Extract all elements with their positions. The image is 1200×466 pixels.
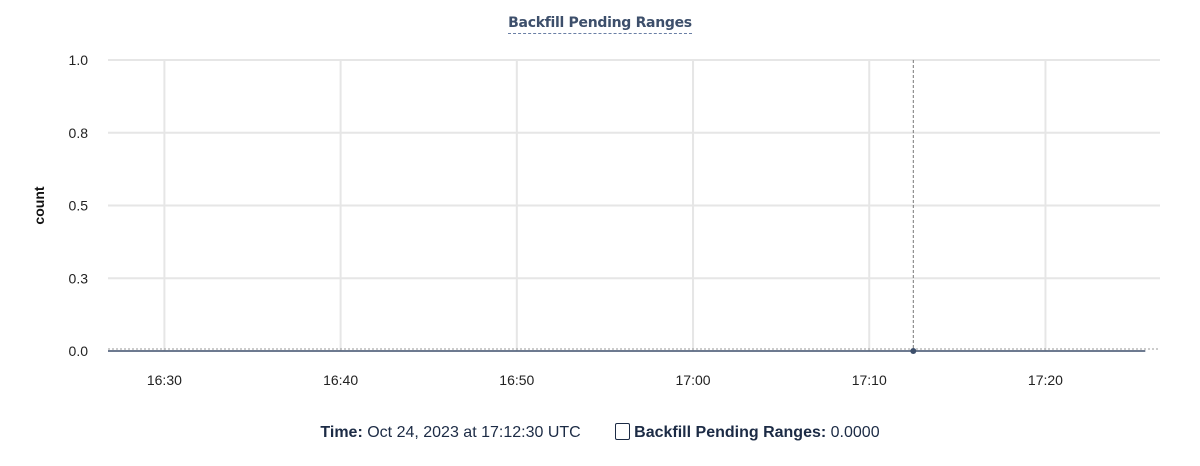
x-tick-label: 17:10 <box>852 372 887 388</box>
x-tick-label: 17:20 <box>1028 372 1063 388</box>
legend: Time: Oct 24, 2023 at 17:12:30 UTC Backf… <box>0 423 1200 442</box>
x-tick-label: 17:00 <box>676 372 711 388</box>
x-tick-label: 16:30 <box>147 372 182 388</box>
y-axis-label: count <box>31 186 47 224</box>
y-tick-label: 0.0 <box>69 343 89 359</box>
hover-point <box>910 348 917 354</box>
chart-title[interactable]: Backfill Pending Ranges <box>0 14 1200 34</box>
time-label: Time: <box>320 424 363 441</box>
y-tick-label: 0.8 <box>69 125 89 141</box>
y-tick-label: 0.5 <box>69 198 89 214</box>
x-tick-label: 16:40 <box>323 372 358 388</box>
series-checkbox[interactable] <box>615 423 631 440</box>
y-tick-label: 1.0 <box>69 52 89 68</box>
y-tick-label: 0.3 <box>69 270 89 286</box>
time-value: Oct 24, 2023 at 17:12:30 UTC <box>367 424 581 441</box>
series-label: Backfill Pending Ranges: <box>634 424 827 441</box>
x-tick-label: 16:50 <box>499 372 534 388</box>
series-value: 0.0000 <box>830 424 880 441</box>
